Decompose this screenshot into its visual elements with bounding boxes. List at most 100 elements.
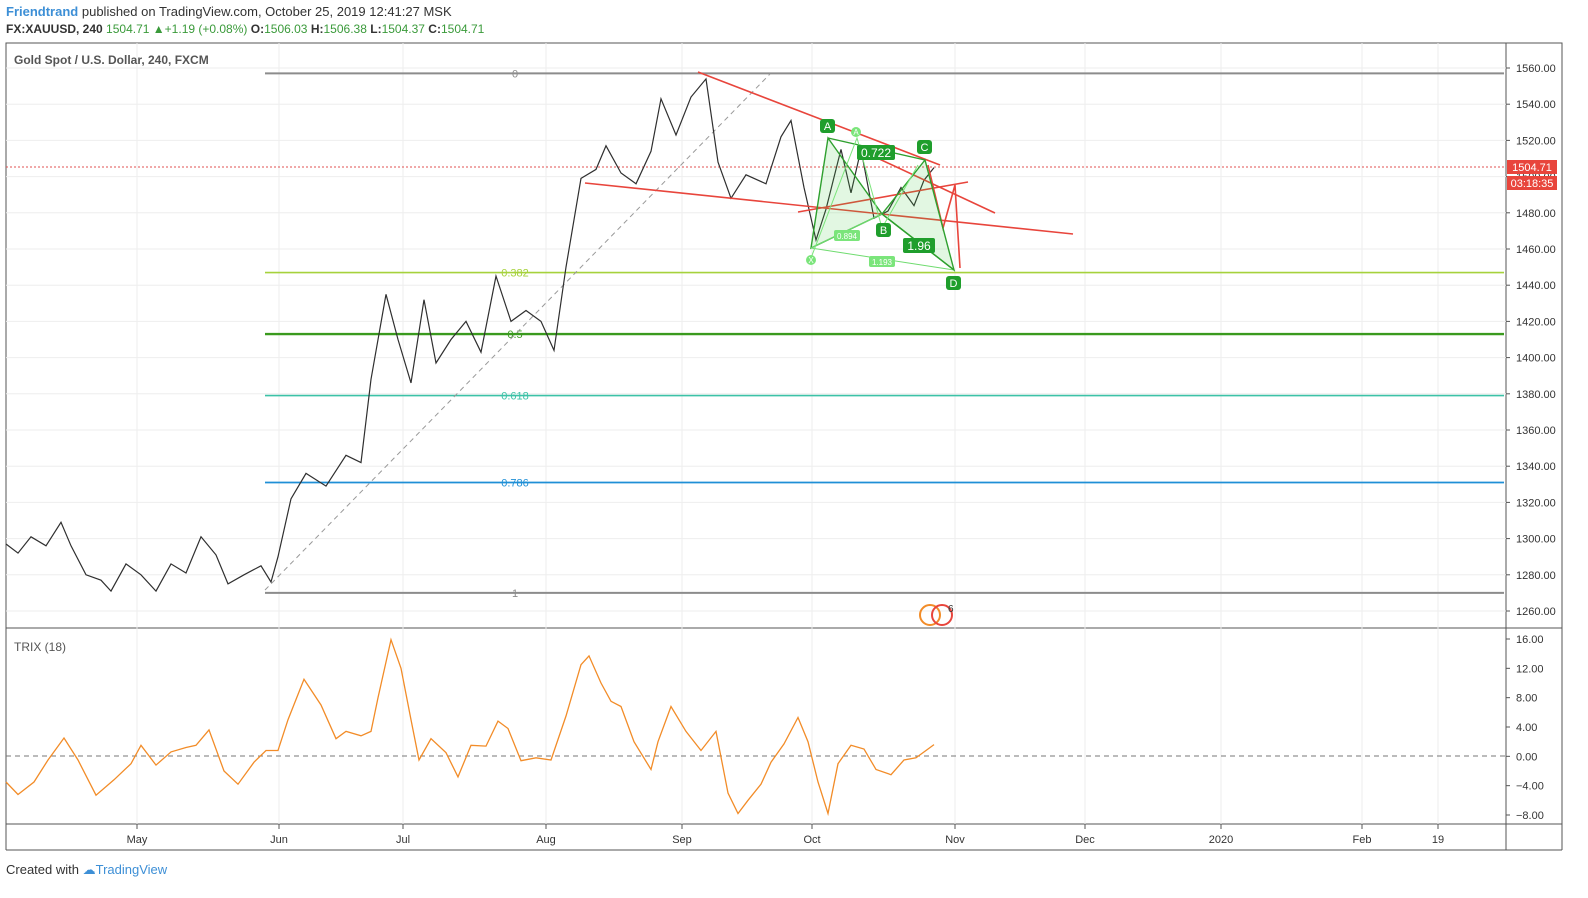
last-price-tag: 1504.71 [1507, 160, 1557, 174]
time-tick-label: Dec [1075, 834, 1095, 846]
close-label: C: [428, 22, 441, 36]
price-tick-label: 1300.00 [1516, 534, 1556, 546]
fib-level-label: 0.786 [501, 477, 529, 489]
price-tick-label: 1420.00 [1516, 316, 1556, 328]
price-tick-label: 1460.00 [1516, 244, 1556, 256]
small-a-label: A [853, 128, 859, 137]
time-tick-label: 19 [1432, 834, 1444, 846]
last-price-tag-label: 1504.71 [1512, 162, 1552, 174]
trix-axis[interactable]: 16.00 12.00 8.00 4.00 0.00 −4.00 −8.00 [1506, 634, 1544, 822]
time-tick-label: Aug [536, 834, 556, 846]
fib-retracement[interactable]: 0 0.382 0.5 0.618 0.786 1 [265, 68, 1504, 600]
event-count: 6 [948, 604, 954, 615]
up-triangle-icon: ▲ [152, 22, 165, 36]
point-c-badge: C [917, 140, 932, 154]
time-tick-label: Jun [270, 834, 288, 846]
trend-line-upper [697, 71, 941, 166]
publish-line: Friendtrand published on TradingView.com… [6, 4, 452, 19]
fib-level-label: 0.5 [507, 329, 522, 341]
open-value: 1506.03 [264, 22, 308, 36]
author-name[interactable]: Friendtrand [6, 4, 79, 19]
point-a-label: A [824, 121, 832, 133]
trix-tick-label: 16.00 [1516, 634, 1544, 646]
ratio-label-1: 0.722 [861, 146, 891, 160]
ratio-badge-4: 1.193 [869, 256, 895, 267]
point-d-label: D [950, 278, 958, 290]
point-b-badge: B [876, 223, 891, 237]
ratio-badge-1: 0.722 [857, 145, 895, 160]
small-a-badge: A [851, 127, 861, 137]
main-pane-frame [5, 42, 1563, 629]
point-c-label: C [921, 142, 929, 154]
economic-event-icon[interactable]: 6 [919, 604, 954, 626]
harmonic-pattern: A B C D X A 0.722 1.96 0.894 1.193 [806, 119, 961, 290]
low-label: L: [370, 22, 382, 36]
price-tick-label: 1340.00 [1516, 461, 1556, 473]
point-a-badge: A [820, 119, 835, 133]
high-label: H: [310, 22, 324, 36]
trix-tick-label: −4.00 [1516, 781, 1544, 793]
fib-trend-line [264, 73, 771, 591]
point-x-label: X [808, 256, 814, 265]
time-tick-label: May [127, 834, 148, 846]
price-tick-label: 1520.00 [1516, 135, 1556, 147]
projection-path [927, 164, 961, 269]
time-tick-label: 2020 [1209, 834, 1233, 846]
fib-level-label: 0 [512, 68, 518, 80]
price-tick-label: 1400.00 [1516, 353, 1556, 365]
price-tick-label: 1320.00 [1516, 497, 1556, 509]
ratio-badge-2: 1.96 [903, 238, 935, 253]
fib-level-label: 0.382 [501, 268, 529, 280]
price-tick-label: 1360.00 [1516, 425, 1556, 437]
price-tick-label: 1280.00 [1516, 570, 1556, 582]
ratio-label-2: 1.96 [907, 239, 931, 253]
harmonic-small [810, 136, 919, 259]
price-change: +1.19 (+0.08%) [164, 22, 248, 36]
ratio-label-4: 1.193 [872, 258, 893, 267]
time-tick-label: Oct [803, 834, 820, 846]
point-b-label: B [880, 225, 887, 237]
price-tick-label: 1380.00 [1516, 389, 1556, 401]
main-pane-title: Gold Spot / U.S. Dollar, 240, FXCM [14, 53, 209, 67]
time-tick-label: Sep [672, 834, 692, 846]
countdown-tag-label: 03:18:35 [1511, 178, 1554, 190]
close-value: 1504.71 [440, 22, 485, 36]
trix-pane-title: TRIX (18) [14, 640, 66, 654]
trix-tick-label: 8.00 [1516, 693, 1537, 705]
price-tick-label: 1540.00 [1516, 99, 1556, 111]
high-value: 1506.38 [323, 22, 367, 36]
trix-tick-label: −8.00 [1516, 810, 1544, 822]
time-tick-label: Nov [945, 834, 965, 846]
ratio-label-3: 0.894 [837, 232, 858, 241]
price-tick-label: 1260.00 [1516, 606, 1556, 618]
trend-line-lower [584, 182, 1074, 235]
trend-line-channel-high [859, 149, 996, 214]
trix-series-line [5, 637, 935, 817]
time-tick-label: Feb [1353, 834, 1372, 846]
footer: Created with ☁TradingView [6, 862, 167, 878]
countdown-tag: 03:18:35 [1507, 176, 1557, 190]
tradingview-logo-icon: ☁ [82, 862, 96, 877]
publish-info: published on TradingView.com, October 25… [81, 4, 452, 19]
trix-pane-frame [5, 627, 1563, 825]
ratio-badge-3: 0.894 [834, 230, 860, 241]
open-label: O: [250, 22, 265, 36]
time-tick-label: Jul [396, 834, 410, 846]
price-tick-label: 1560.00 [1516, 63, 1556, 75]
last-price: 1504.71 [106, 22, 150, 36]
time-axis[interactable]: May Jun Jul Aug Sep Oct Nov Dec 2020 Feb 19 [127, 824, 1445, 846]
point-x-badge: X [806, 255, 816, 265]
symbol-line: FX:XAUUSD, 240 1504.71 ▲+1.19 (+0.08%) O… [6, 22, 484, 36]
grid [6, 43, 1506, 824]
low-value: 1504.37 [381, 22, 425, 36]
trix-tick-label: 4.00 [1516, 722, 1537, 734]
price-tick-label: 1480.00 [1516, 208, 1556, 220]
fib-level-label: 1 [512, 588, 518, 600]
fib-level-label: 0.618 [501, 391, 529, 403]
price-tick-label: 1440.00 [1516, 280, 1556, 292]
price-axis[interactable]: 1560.001540.001520.001500.001480.001460.… [1506, 63, 1556, 618]
point-d-badge: D [946, 276, 961, 290]
footer-created: Created with [6, 862, 79, 877]
footer-brand[interactable]: TradingView [95, 862, 168, 877]
